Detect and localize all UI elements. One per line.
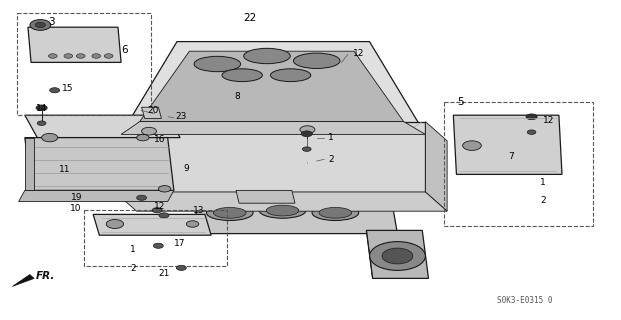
Ellipse shape bbox=[194, 56, 240, 72]
Text: 16: 16 bbox=[154, 135, 166, 144]
Text: 2: 2 bbox=[540, 196, 546, 204]
Circle shape bbox=[159, 213, 169, 218]
Circle shape bbox=[36, 105, 47, 111]
Circle shape bbox=[30, 20, 51, 30]
Text: 5: 5 bbox=[458, 97, 465, 108]
Polygon shape bbox=[115, 192, 447, 211]
Text: S0K3-E0315 0: S0K3-E0315 0 bbox=[497, 296, 552, 305]
Text: 1: 1 bbox=[328, 133, 333, 142]
Polygon shape bbox=[28, 27, 121, 62]
Circle shape bbox=[301, 131, 312, 137]
Ellipse shape bbox=[312, 205, 359, 220]
Text: 8: 8 bbox=[235, 92, 240, 100]
Circle shape bbox=[526, 114, 537, 120]
Text: 7: 7 bbox=[508, 152, 514, 161]
Text: 12: 12 bbox=[543, 116, 555, 125]
Ellipse shape bbox=[260, 203, 306, 218]
Polygon shape bbox=[366, 230, 428, 278]
Circle shape bbox=[92, 54, 101, 58]
Circle shape bbox=[50, 88, 60, 93]
Circle shape bbox=[35, 22, 45, 28]
Text: 3: 3 bbox=[48, 17, 55, 27]
Polygon shape bbox=[193, 198, 397, 234]
Ellipse shape bbox=[271, 69, 311, 82]
Polygon shape bbox=[236, 190, 295, 203]
Text: 13: 13 bbox=[193, 206, 204, 215]
Ellipse shape bbox=[319, 207, 351, 218]
Circle shape bbox=[37, 121, 46, 125]
Polygon shape bbox=[115, 122, 425, 192]
Text: 6: 6 bbox=[121, 44, 128, 55]
Polygon shape bbox=[19, 190, 174, 202]
Polygon shape bbox=[142, 107, 161, 118]
Circle shape bbox=[369, 242, 425, 270]
Ellipse shape bbox=[222, 69, 262, 82]
Polygon shape bbox=[25, 115, 180, 138]
Ellipse shape bbox=[243, 48, 290, 64]
Text: 1: 1 bbox=[130, 245, 136, 254]
Circle shape bbox=[153, 243, 163, 248]
Circle shape bbox=[302, 147, 311, 151]
Circle shape bbox=[152, 208, 162, 213]
Polygon shape bbox=[25, 138, 174, 190]
Circle shape bbox=[137, 134, 149, 141]
Text: 12: 12 bbox=[353, 49, 364, 58]
Circle shape bbox=[64, 54, 73, 58]
Circle shape bbox=[382, 248, 413, 264]
Text: FR.: FR. bbox=[36, 271, 55, 281]
Text: 1: 1 bbox=[540, 178, 546, 187]
Polygon shape bbox=[121, 122, 425, 134]
Text: 20: 20 bbox=[148, 106, 159, 115]
Ellipse shape bbox=[214, 207, 246, 218]
Circle shape bbox=[104, 54, 113, 58]
Polygon shape bbox=[93, 214, 211, 235]
Text: 19: 19 bbox=[71, 193, 83, 202]
Bar bbox=[17, 13, 151, 115]
Circle shape bbox=[137, 195, 147, 200]
Circle shape bbox=[176, 265, 186, 270]
Circle shape bbox=[158, 186, 171, 192]
Polygon shape bbox=[425, 122, 447, 211]
Text: 9: 9 bbox=[183, 164, 189, 172]
Polygon shape bbox=[121, 42, 425, 134]
Circle shape bbox=[142, 127, 156, 135]
Polygon shape bbox=[453, 115, 562, 174]
Circle shape bbox=[76, 54, 85, 58]
Circle shape bbox=[527, 130, 536, 134]
Text: 2: 2 bbox=[328, 155, 333, 164]
Text: 14: 14 bbox=[36, 104, 47, 113]
Text: 22: 22 bbox=[243, 12, 256, 23]
Ellipse shape bbox=[293, 53, 340, 68]
Text: 17: 17 bbox=[174, 239, 186, 248]
Text: 11: 11 bbox=[59, 165, 71, 174]
Text: 21: 21 bbox=[158, 269, 170, 278]
Text: 2: 2 bbox=[130, 264, 136, 273]
Bar bbox=[84, 210, 227, 266]
Circle shape bbox=[106, 220, 124, 228]
Ellipse shape bbox=[206, 205, 253, 220]
Text: 15: 15 bbox=[62, 84, 74, 92]
Circle shape bbox=[186, 221, 199, 227]
Circle shape bbox=[300, 126, 315, 133]
Ellipse shape bbox=[266, 205, 299, 216]
Text: 12: 12 bbox=[154, 202, 165, 211]
Polygon shape bbox=[12, 275, 34, 286]
Polygon shape bbox=[25, 138, 34, 190]
Circle shape bbox=[42, 133, 58, 142]
Text: 10: 10 bbox=[70, 204, 81, 212]
Circle shape bbox=[48, 54, 57, 58]
Bar bbox=[444, 102, 593, 226]
Circle shape bbox=[463, 141, 481, 150]
Polygon shape bbox=[140, 51, 404, 122]
Text: 23: 23 bbox=[176, 112, 187, 121]
